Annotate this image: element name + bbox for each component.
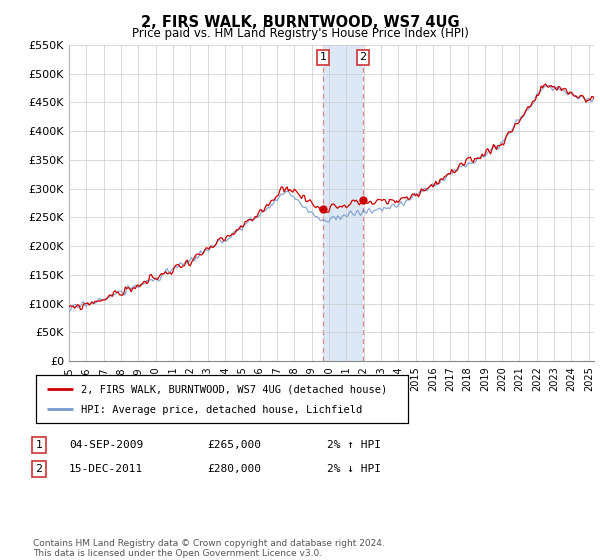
Text: 2% ↓ HPI: 2% ↓ HPI — [327, 464, 381, 474]
Text: 2: 2 — [359, 53, 367, 63]
Text: 2, FIRS WALK, BURNTWOOD, WS7 4UG: 2, FIRS WALK, BURNTWOOD, WS7 4UG — [140, 15, 460, 30]
Text: Contains HM Land Registry data © Crown copyright and database right 2024.
This d: Contains HM Land Registry data © Crown c… — [33, 539, 385, 558]
Text: £265,000: £265,000 — [207, 440, 261, 450]
Text: 15-DEC-2011: 15-DEC-2011 — [69, 464, 143, 474]
Text: £280,000: £280,000 — [207, 464, 261, 474]
Text: 1: 1 — [35, 440, 43, 450]
Text: 2% ↑ HPI: 2% ↑ HPI — [327, 440, 381, 450]
Text: 1: 1 — [320, 53, 326, 63]
Text: 04-SEP-2009: 04-SEP-2009 — [69, 440, 143, 450]
Text: HPI: Average price, detached house, Lichfield: HPI: Average price, detached house, Lich… — [80, 405, 362, 416]
Text: Price paid vs. HM Land Registry's House Price Index (HPI): Price paid vs. HM Land Registry's House … — [131, 27, 469, 40]
Bar — [323, 45, 363, 361]
Text: 2: 2 — [35, 464, 43, 474]
Text: 2, FIRS WALK, BURNTWOOD, WS7 4UG (detached house): 2, FIRS WALK, BURNTWOOD, WS7 4UG (detach… — [80, 385, 387, 394]
